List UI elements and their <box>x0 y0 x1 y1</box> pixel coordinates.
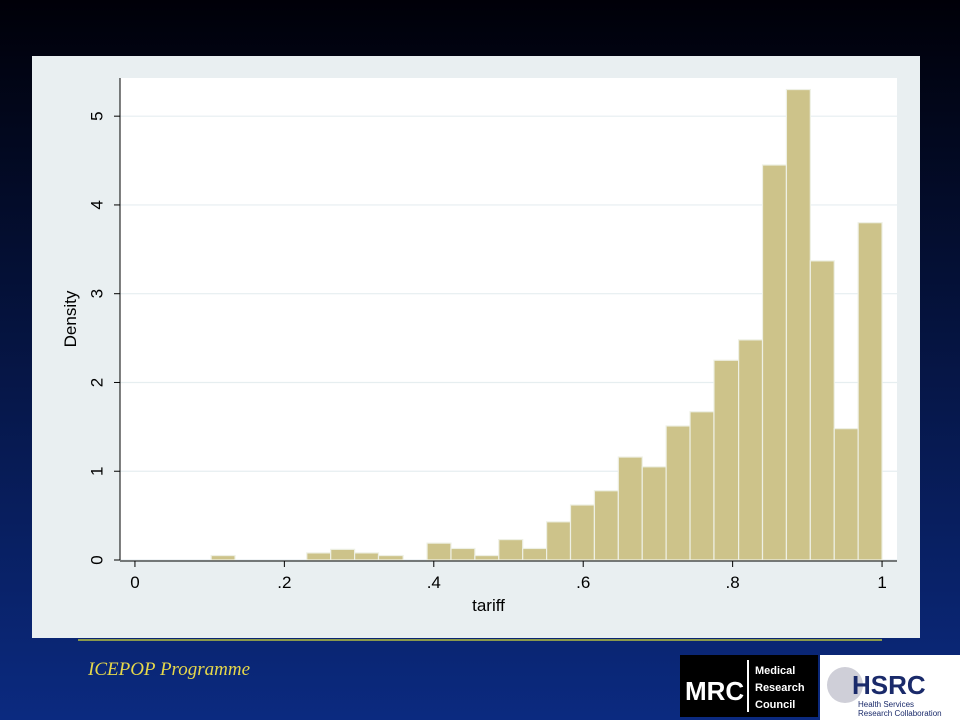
programme-text: ICEPOP Programme <box>87 659 250 680</box>
x-tick-label: .2 <box>277 573 291 592</box>
mrc-logo-line: Medical <box>755 665 795 677</box>
bar <box>426 542 452 561</box>
hsrc-logo-icon <box>827 667 863 703</box>
y-tick-label: 1 <box>87 466 106 475</box>
bar <box>210 554 236 561</box>
y-axis-title: Density <box>61 290 80 347</box>
bar <box>833 428 859 561</box>
bar <box>522 547 548 561</box>
x-tick-label: 1 <box>877 573 886 592</box>
y-tick-label: 4 <box>87 200 106 209</box>
x-axis-title: tariff <box>472 596 505 615</box>
mrc-logo-line: Research <box>755 682 805 694</box>
bar <box>738 339 764 561</box>
mrc-logo-line: Council <box>755 699 795 711</box>
y-tick-label: 5 <box>87 111 106 120</box>
bar <box>546 521 572 561</box>
y-tick-label: 3 <box>87 289 106 298</box>
bar <box>689 411 715 561</box>
bar <box>665 425 691 561</box>
x-tick-label: 0 <box>130 573 139 592</box>
x-tick-label: .4 <box>427 573 441 592</box>
hsrc-logo-line: Health Services <box>858 700 914 709</box>
bar <box>330 548 356 561</box>
y-tick-label: 2 <box>87 378 106 387</box>
plot: 0 1 2 3 4 5 0 .2 .4 .6 .8 1 tariff Density <box>61 78 897 615</box>
bar <box>785 88 811 561</box>
bar <box>377 554 404 561</box>
hsrc-logo-short: HSRC <box>852 670 926 700</box>
bar <box>450 547 476 561</box>
bar <box>617 456 643 561</box>
bar <box>498 538 524 561</box>
bar <box>761 164 788 561</box>
mrc-logo: MRC Medical Research Council <box>680 655 818 717</box>
bar <box>641 466 667 561</box>
bar <box>857 222 883 561</box>
bar <box>474 554 500 561</box>
x-tick-label: .8 <box>726 573 740 592</box>
x-tick-label: .6 <box>576 573 590 592</box>
hsrc-logo: HSRC Health Services Research Collaborat… <box>820 655 960 720</box>
mrc-logo-short: MRC <box>685 676 744 706</box>
bar <box>353 552 380 561</box>
bar <box>593 490 619 561</box>
bar <box>809 260 835 561</box>
y-tick-label: 0 <box>87 555 106 564</box>
bar <box>569 504 596 561</box>
hsrc-logo-line: Research Collaboration <box>858 709 942 718</box>
bar <box>713 359 740 561</box>
bar <box>306 552 332 561</box>
